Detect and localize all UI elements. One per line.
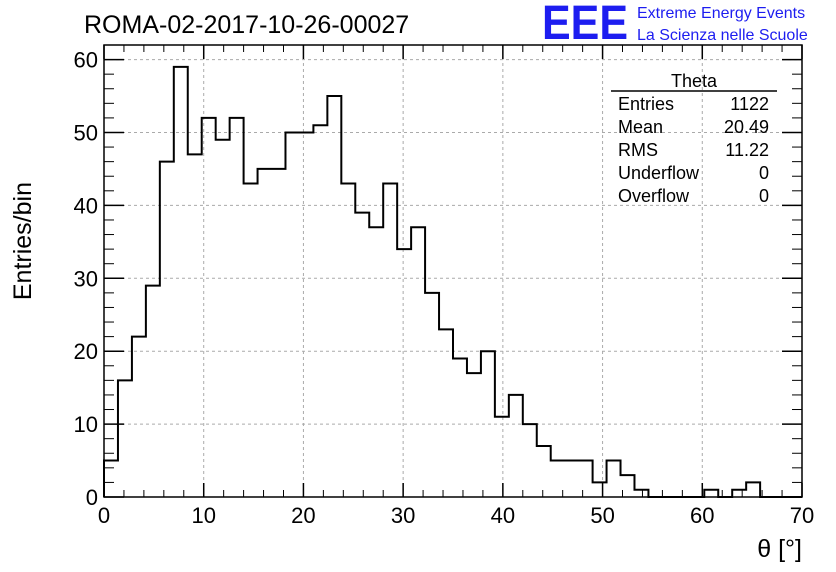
stats-label-underflow: Underflow (618, 163, 700, 183)
y-tick-label: 40 (74, 193, 98, 218)
y-axis-label: Entries/bin (9, 182, 37, 300)
logo-line-1: Extreme Energy Events (637, 5, 805, 22)
x-tick-label: 10 (191, 503, 215, 528)
x-tick-label: 20 (291, 503, 315, 528)
chart-title: ROMA-02-2017-10-26-00027 (84, 11, 409, 39)
x-axis-label: θ [°] (757, 535, 802, 563)
x-tick-label: 70 (790, 503, 814, 528)
histogram-series-line (103, 65, 802, 498)
x-tick-label: 50 (590, 503, 614, 528)
x-tick-label: 60 (690, 503, 714, 528)
eee-logo-mark: EEE (542, 0, 628, 50)
logo-line-2: La Scienza nelle Scuole (637, 27, 808, 44)
x-tick-label: 0 (98, 503, 110, 528)
stats-value-mean: 20.49 (724, 117, 769, 137)
stats-title: Theta (671, 71, 718, 91)
stats-value-underflow: 0 (759, 163, 769, 183)
y-tick-label: 30 (74, 266, 98, 291)
stats-value-rms: 11.22 (725, 140, 769, 160)
y-tick-label: 60 (74, 48, 98, 73)
stats-label-entries: Entries (618, 94, 674, 114)
y-tick-label: 20 (74, 339, 98, 364)
stats-value-overflow: 0 (759, 186, 769, 206)
plot-frame (103, 44, 803, 498)
stats-label-overflow: Overflow (618, 186, 690, 206)
y-tick-label: 50 (74, 120, 98, 145)
tick-labels: 0 10 20 30 40 50 60 70 0 10 20 30 40 50 60 (74, 48, 815, 528)
stats-box: Theta Entries 1122 Mean 20.49 RMS 11.22 … (611, 71, 777, 206)
stats-value-entries: 1122 (730, 94, 769, 114)
y-tick-label: 0 (86, 485, 98, 510)
stats-label-mean: Mean (618, 117, 663, 137)
stats-label-rms: RMS (618, 140, 658, 160)
y-tick-label: 10 (74, 412, 98, 437)
x-tick-label: 30 (391, 503, 415, 528)
axis-ticks (103, 44, 803, 498)
x-tick-label: 40 (491, 503, 515, 528)
grid-lines (104, 45, 802, 497)
